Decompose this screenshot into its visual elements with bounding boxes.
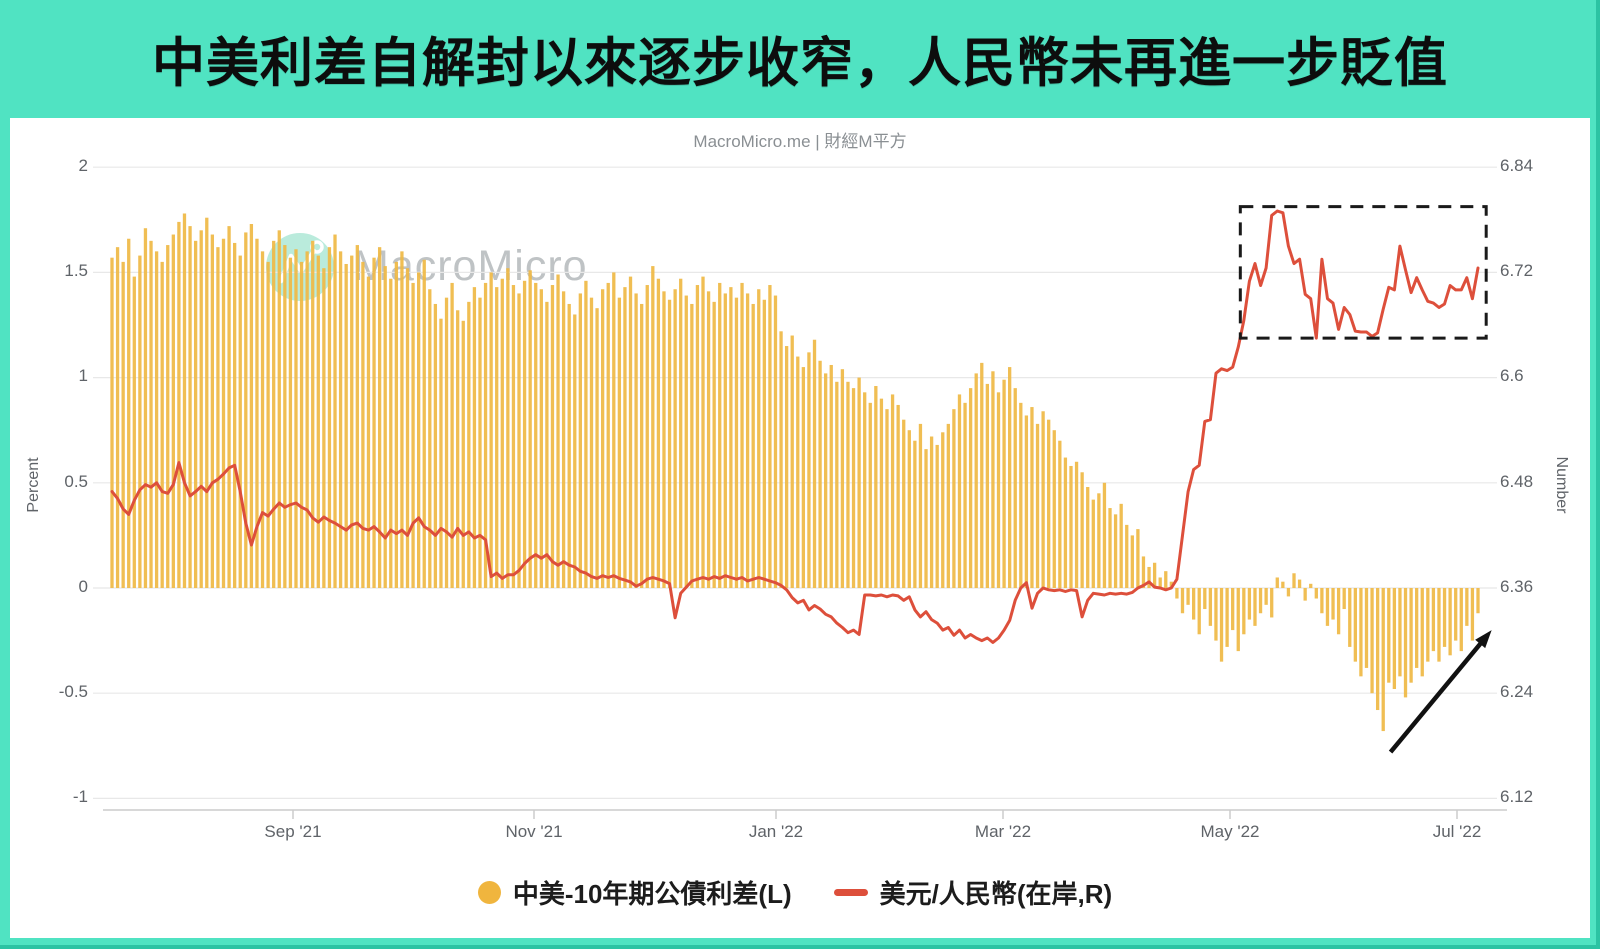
x-axis-tick: Nov '21: [505, 822, 563, 841]
legend: 中美-10年期公債利差(L) 美元/人民幣(在岸,R): [93, 870, 1497, 914]
line-series-marker-icon: [833, 888, 868, 896]
right-axis-tick: 6.6: [1500, 366, 1524, 385]
legend-label: 美元/人民幣(在岸,R): [879, 878, 1113, 909]
right-axis-tick: 6.12: [1500, 787, 1534, 806]
x-axis-tick: Jan '22: [748, 822, 804, 841]
left-axis-tick: -1: [72, 787, 88, 806]
x-axis-tick: Mar '22: [974, 822, 1032, 841]
left-axis-tick: 2: [78, 156, 88, 175]
right-axis-tick: 6.48: [1500, 472, 1534, 491]
legend-label: 中美-10年期公債利差(L): [512, 878, 792, 909]
x-axis-tick: May '22: [1200, 822, 1260, 841]
left-axis-tick: 1: [78, 366, 88, 385]
right-axis-label: Number: [1553, 456, 1570, 514]
bar-series-marker-icon: [477, 880, 501, 904]
left-axis-tick: 0: [78, 577, 88, 596]
left-axis-tick: 1.5: [64, 261, 88, 280]
right-axis-tick: 6.72: [1500, 261, 1534, 280]
page-edge: [1596, 0, 1600, 949]
right-axis-tick: 6.84: [1500, 156, 1534, 175]
page-edge: [0, 945, 1600, 949]
x-axis-tick: Jul '22: [1432, 822, 1482, 841]
page-title: 中美利差自解封以來逐步收窄，人民幣未再進一步貶值: [152, 34, 1448, 93]
left-axis-tick: 0.5: [64, 472, 88, 491]
right-axis-tick: 6.24: [1500, 682, 1534, 701]
left-axis-tick: -0.5: [58, 682, 88, 701]
trend-arrow-icon: [1475, 630, 1492, 649]
x-axis-tick: Sep '21: [264, 822, 322, 841]
title-banner: 中美利差自解封以來逐步收窄，人民幣未再進一步貶值: [0, 0, 1600, 118]
chart-plot: [93, 166, 1507, 819]
chart-source-subtitle: MacroMicro.me | 財經M平方: [693, 132, 907, 151]
chart-card: MacroMicro.me | 財經M平方 MacroMicro 2 1.5 1…: [10, 118, 1590, 938]
left-axis-label: Percent: [25, 457, 42, 513]
right-axis-tick: 6.36: [1500, 577, 1534, 596]
legend-item-spread[interactable]: 中美-10年期公債利差(L): [477, 874, 792, 911]
dashed-highlight-box: [1238, 205, 1488, 340]
legend-item-usdcny[interactable]: 美元/人民幣(在岸,R): [833, 874, 1113, 911]
